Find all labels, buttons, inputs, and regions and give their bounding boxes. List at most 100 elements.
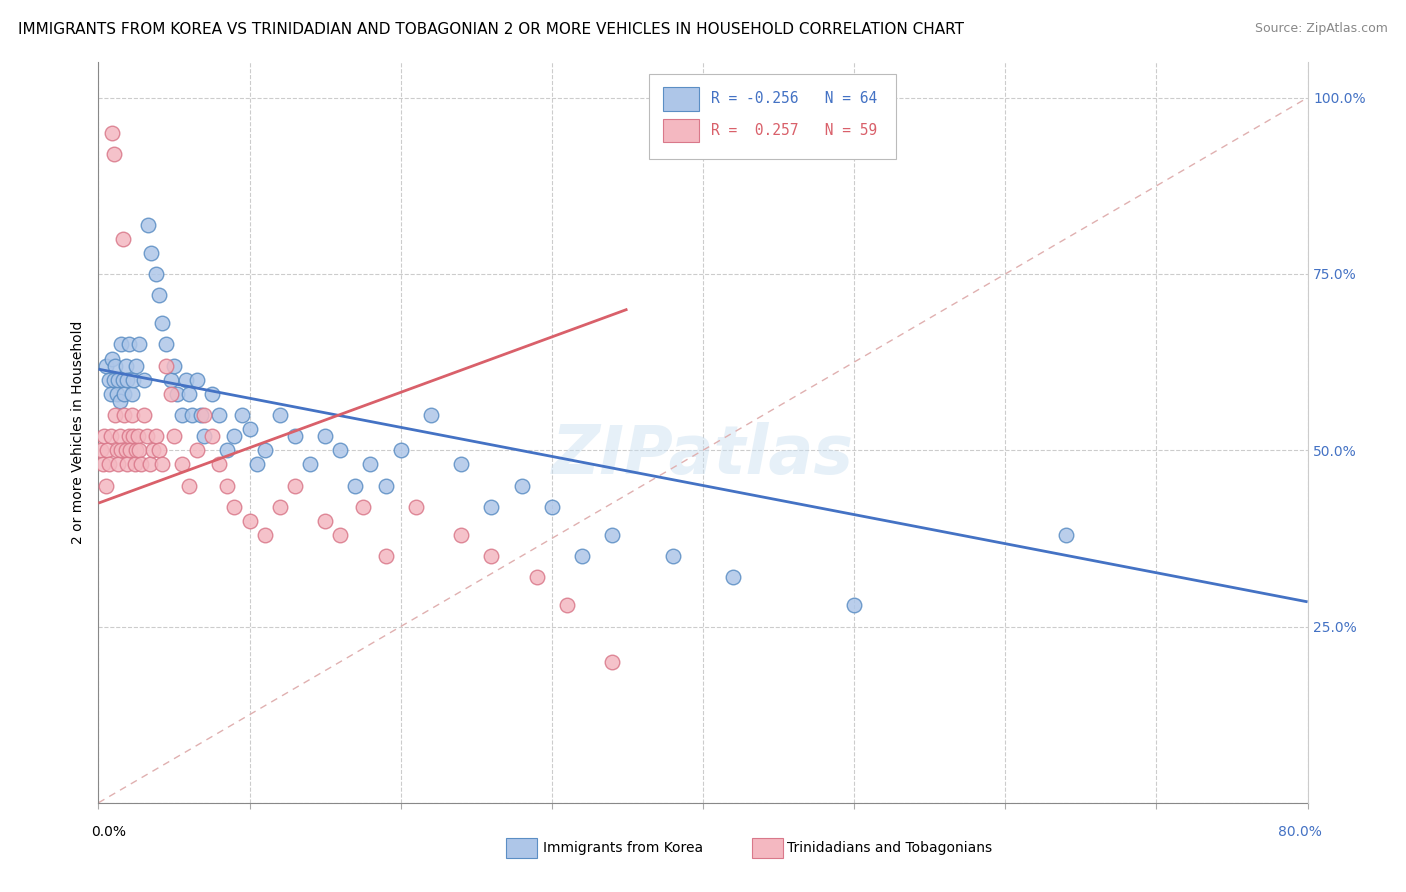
Point	[124, 458, 146, 472]
Point	[136, 218, 159, 232]
Point	[420, 408, 443, 422]
Point	[110, 337, 132, 351]
Point	[329, 528, 352, 542]
Point	[239, 514, 262, 528]
Text: Source: ZipAtlas.com: Source: ZipAtlas.com	[1254, 22, 1388, 36]
Point	[94, 359, 117, 373]
Point	[105, 387, 128, 401]
Bar	[664, 87, 699, 111]
Point	[107, 458, 129, 472]
Point	[100, 429, 122, 443]
Point	[101, 126, 124, 140]
Point	[299, 458, 322, 472]
Point	[844, 599, 866, 613]
Point	[170, 458, 193, 472]
Point	[661, 549, 683, 563]
Point	[118, 429, 141, 443]
Point	[193, 408, 215, 422]
Point	[114, 359, 136, 373]
Point	[602, 655, 624, 669]
Text: Trinidadians and Tobagonians: Trinidadians and Tobagonians	[787, 841, 993, 855]
Point	[269, 500, 291, 514]
Point	[145, 429, 167, 443]
Point	[111, 232, 134, 246]
Point	[352, 500, 374, 514]
Text: Immigrants from Korea: Immigrants from Korea	[543, 841, 703, 855]
Point	[201, 387, 224, 401]
Point	[150, 316, 173, 330]
Point	[170, 408, 193, 422]
Text: 0.0%: 0.0%	[91, 825, 127, 839]
Point	[215, 443, 238, 458]
Point	[231, 408, 253, 422]
Point	[128, 337, 150, 351]
Point	[114, 443, 136, 458]
Point	[122, 373, 145, 387]
Point	[1054, 528, 1077, 542]
Point	[122, 429, 145, 443]
Point	[120, 443, 142, 458]
Point	[103, 147, 125, 161]
Text: ZIPatlas: ZIPatlas	[553, 422, 853, 488]
Point	[121, 387, 143, 401]
Point	[108, 429, 131, 443]
Point	[128, 443, 150, 458]
Point	[314, 429, 336, 443]
Point	[179, 387, 201, 401]
Point	[253, 443, 276, 458]
Point	[723, 570, 745, 584]
Point	[104, 408, 127, 422]
Point	[100, 387, 122, 401]
Text: 80.0%: 80.0%	[1278, 825, 1322, 839]
Point	[166, 387, 188, 401]
Point	[96, 443, 118, 458]
Point	[181, 408, 204, 422]
Point	[139, 458, 162, 472]
Point	[91, 458, 114, 472]
Point	[98, 458, 121, 472]
Point	[208, 408, 231, 422]
Point	[344, 478, 367, 492]
Point	[90, 443, 112, 458]
Point	[186, 443, 208, 458]
Point	[94, 478, 117, 492]
Point	[360, 458, 382, 472]
Point	[190, 408, 212, 422]
Point	[208, 458, 231, 472]
Point	[105, 443, 128, 458]
Point	[571, 549, 593, 563]
Point	[269, 408, 291, 422]
Point	[145, 267, 167, 281]
Point	[450, 528, 472, 542]
Point	[121, 408, 143, 422]
Point	[405, 500, 427, 514]
Point	[314, 514, 336, 528]
Point	[125, 359, 148, 373]
Point	[103, 373, 125, 387]
Text: R = -0.256   N = 64: R = -0.256 N = 64	[711, 91, 877, 106]
Point	[224, 500, 246, 514]
Point	[155, 337, 177, 351]
Point	[481, 500, 503, 514]
Point	[115, 458, 138, 472]
Point	[112, 387, 135, 401]
Point	[186, 373, 208, 387]
Point	[329, 443, 352, 458]
Point	[246, 458, 269, 472]
Point	[284, 478, 307, 492]
Point	[108, 393, 131, 408]
Point	[101, 351, 124, 366]
Point	[135, 429, 157, 443]
Point	[160, 387, 183, 401]
Point	[174, 373, 197, 387]
Point	[141, 245, 163, 260]
Point	[112, 408, 135, 422]
Point	[374, 549, 396, 563]
Point	[555, 599, 578, 613]
Point	[125, 443, 148, 458]
Point	[374, 478, 396, 492]
Point	[107, 373, 129, 387]
Point	[215, 478, 238, 492]
Point	[155, 359, 177, 373]
Point	[193, 429, 215, 443]
